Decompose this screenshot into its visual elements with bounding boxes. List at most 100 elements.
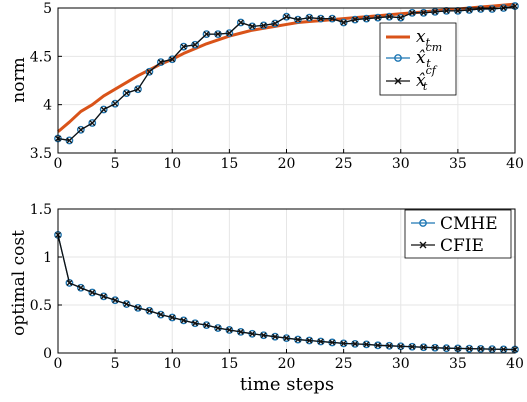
bottom-point-s1-2 — [77, 284, 84, 291]
bottom-point-s0-10 — [168, 313, 177, 322]
legend-entry-x-hat-cf: x̂cf t — [386, 64, 438, 93]
bottom-point-s1-12 — [192, 320, 199, 327]
bottom-point-s0-11 — [179, 316, 188, 325]
top-point-s2-18 — [260, 22, 267, 29]
top-point-s2-19 — [272, 20, 279, 27]
top-point-s1-4 — [99, 105, 108, 114]
bottom-x-tick-label-10: 10 — [163, 356, 181, 372]
top-y-tick-label-3: 5 — [43, 1, 52, 17]
legend-label-x-t: xt — [416, 27, 431, 49]
bottom-point-s1-4 — [100, 293, 107, 300]
bottom-y-tick-label-1: 0.5 — [30, 298, 52, 314]
top-x-tick-label-40: 40 — [506, 156, 524, 172]
top-point-s2-27 — [363, 15, 370, 22]
bottom-point-s1-5 — [112, 297, 119, 304]
bottom-point-s1-24 — [329, 339, 336, 346]
bottom-point-s0-5 — [111, 296, 120, 305]
legend-entry-x-hat-cm: x̂cm t — [386, 41, 442, 70]
bottom-x-tick-label-5: 5 — [111, 356, 120, 372]
top-point-s2-16 — [237, 19, 244, 26]
top-point-s2-7 — [135, 86, 141, 93]
top-series-line-0 — [57, 2, 516, 133]
bottom-point-s1-21 — [294, 336, 301, 343]
top-point-s2-28 — [374, 14, 381, 21]
top-point-s2-24 — [329, 15, 336, 22]
top-x-tick-label-10: 10 — [163, 156, 181, 172]
bottom-point-s1-30 — [397, 343, 404, 350]
bottom-point-s1-10 — [169, 314, 176, 321]
bottom-point-s1-19 — [272, 333, 279, 340]
bottom-chart-x-axis-label: time steps — [240, 374, 334, 395]
bottom-x-tick-label-0: 0 — [54, 356, 63, 372]
legend-marker-cmhe — [419, 219, 427, 227]
top-point-s2-35 — [454, 7, 461, 14]
bottom-point-s1-20 — [283, 335, 290, 342]
bottom-point-s1-14 — [214, 325, 221, 331]
top-x-tick-label-35: 35 — [449, 156, 467, 172]
bottom-x-tick-label-35: 35 — [449, 356, 467, 372]
top-point-s2-32 — [420, 9, 427, 16]
top-point-s2-14 — [214, 31, 221, 38]
top-point-s1-9 — [156, 58, 165, 67]
bottom-point-s1-32 — [420, 344, 427, 351]
bottom-point-s1-6 — [123, 301, 130, 307]
top-point-s2-30 — [397, 14, 404, 21]
bottom-point-s1-35 — [454, 345, 461, 352]
bottom-x-tick-label-30: 30 — [392, 356, 410, 372]
top-y-tick-label-1: 4 — [43, 98, 52, 114]
top-x-tick-label-15: 15 — [220, 156, 238, 172]
bottom-point-s0-3 — [88, 288, 97, 297]
top-point-s1-20 — [282, 12, 291, 21]
bottom-x-tick-label-15: 15 — [220, 356, 238, 372]
top-chart: 0 5 10 15 20 25 30 35 40 3.5 4 4.5 5 norm xt x̂cm t x… — [9, 1, 524, 172]
bottom-point-s1-33 — [432, 344, 438, 351]
legend-label-x-hat-cf: x̂cf t — [416, 64, 438, 93]
top-point-s1-16 — [236, 18, 245, 27]
bottom-point-s1-15 — [226, 327, 233, 333]
top-point-s2-34 — [443, 7, 450, 14]
top-point-s2-4 — [100, 106, 107, 113]
bottom-y-tick-label-2: 1 — [43, 250, 52, 266]
top-chart-y-axis-label: norm — [9, 57, 29, 102]
bottom-y-tick-label-3: 1.5 — [30, 202, 52, 218]
top-point-s2-26 — [352, 16, 359, 23]
top-point-s1-2 — [76, 125, 85, 134]
top-x-tick-label-20: 20 — [278, 156, 296, 172]
bottom-chart: 0 5 10 15 20 25 30 35 40 0 0.5 1 1.5 optimal cost ti… — [9, 202, 524, 395]
top-point-s2-8 — [146, 68, 153, 75]
top-point-s2-10 — [169, 56, 176, 63]
top-point-s2-9 — [157, 59, 164, 66]
bottom-point-s1-29 — [386, 342, 393, 349]
bottom-point-s1-36 — [466, 345, 473, 352]
bottom-point-s0-8 — [145, 306, 154, 315]
top-x-tick-label-5: 5 — [111, 156, 120, 172]
legend-label-x-hat-cm: x̂cm t — [416, 41, 442, 70]
bottom-point-s1-34 — [443, 345, 450, 352]
bottom-point-s1-37 — [477, 345, 484, 352]
top-chart-legend-box — [379, 22, 457, 96]
bottom-point-s1-1 — [66, 279, 73, 286]
top-point-s2-29 — [386, 13, 393, 20]
top-chart-legend: xt x̂cm t x̂cf t — [379, 22, 457, 96]
top-point-s2-5 — [112, 100, 119, 107]
top-point-s1-5 — [111, 99, 120, 108]
bottom-point-s1-13 — [203, 322, 210, 329]
top-point-s2-38 — [489, 6, 496, 12]
top-point-s2-20 — [283, 13, 290, 20]
bottom-point-s1-18 — [260, 332, 267, 339]
bottom-point-s1-26 — [352, 340, 359, 347]
legend-entry-cmhe: CMHE — [411, 214, 498, 234]
bottom-point-s1-27 — [363, 341, 370, 348]
top-point-s2-1 — [66, 137, 73, 144]
bottom-point-s1-28 — [374, 342, 381, 349]
top-x-tick-label-0: 0 — [54, 156, 63, 172]
bottom-point-s0-6 — [122, 300, 131, 308]
top-point-s2-37 — [477, 6, 484, 12]
top-point-s1-6 — [122, 89, 131, 97]
top-x-tick-label-25: 25 — [335, 156, 353, 172]
top-point-s2-25 — [340, 19, 347, 26]
bottom-x-tick-label-40: 40 — [506, 356, 524, 372]
legend-entry-cfie: CFIE — [411, 236, 484, 256]
top-x-tick-label-30: 30 — [392, 156, 410, 172]
top-point-s2-15 — [226, 30, 233, 37]
